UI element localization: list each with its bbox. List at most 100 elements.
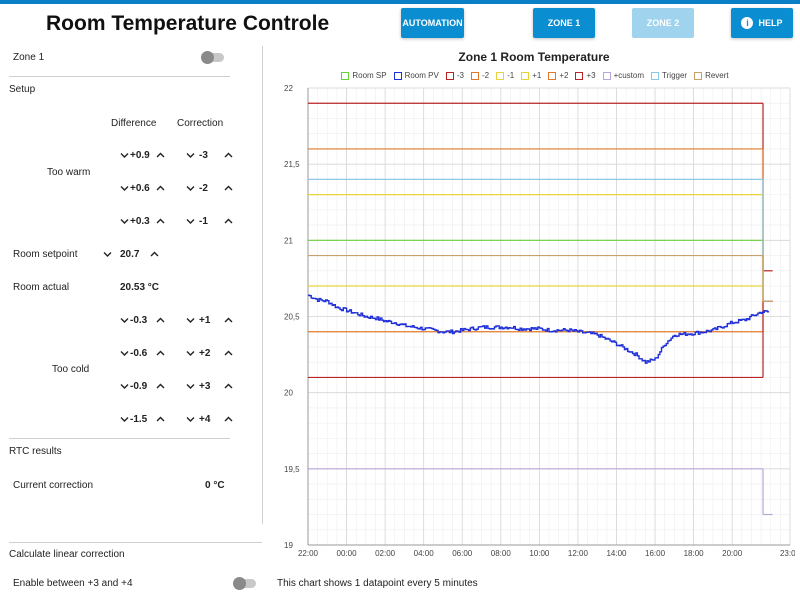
legend-label: -3: [456, 71, 464, 80]
divider: [9, 76, 230, 77]
chart-title: Zone 1 Room Temperature: [458, 50, 610, 64]
legend-label: Room PV: [404, 71, 439, 80]
correction-increase-button[interactable]: [221, 379, 235, 393]
correction-increase-button[interactable]: [221, 148, 235, 162]
correction-decrease-button[interactable]: [183, 181, 197, 195]
legend-label: Room SP: [352, 71, 387, 80]
legend-swatch: [548, 71, 557, 80]
x-tick-label: 18:00: [684, 549, 705, 558]
difference-decrease-button[interactable]: [117, 346, 131, 360]
legend-label: +1: [532, 71, 542, 80]
difference-decrease-button[interactable]: [117, 181, 131, 195]
difference-increase-button[interactable]: [153, 346, 167, 360]
x-tick-label: 12:00: [568, 549, 589, 558]
room-pv-line: [308, 294, 770, 364]
correction-increase-button[interactable]: [221, 214, 235, 228]
difference-value: -1.5: [130, 414, 148, 425]
legend-item[interactable]: Room SP: [341, 71, 387, 80]
correction-decrease-button[interactable]: [183, 148, 197, 162]
difference-increase-button[interactable]: [153, 148, 167, 162]
divider: [9, 542, 262, 543]
x-tick-label: 00:00: [337, 549, 358, 558]
difference-decrease-button[interactable]: [117, 313, 131, 327]
legend-swatch: [575, 71, 584, 80]
zone-label: Zone 1: [13, 52, 45, 63]
difference-increase-button[interactable]: [153, 181, 167, 195]
correction-header: Correction: [177, 118, 224, 129]
difference-decrease-button[interactable]: [117, 412, 131, 426]
enable-linear-toggle-knob: [233, 577, 246, 590]
correction-increase-button[interactable]: [221, 346, 235, 360]
difference-decrease-button[interactable]: [117, 148, 131, 162]
setpoint-decrease-button[interactable]: [100, 247, 114, 261]
legend-item[interactable]: -3: [445, 71, 464, 80]
legend-item[interactable]: +1: [521, 71, 541, 80]
legend-swatch: [445, 71, 454, 80]
current-correction-value: 0 °C: [205, 480, 225, 491]
too-warm-label: Too warm: [47, 167, 91, 178]
y-tick-label: 20: [284, 389, 293, 398]
correction-increase-button[interactable]: [221, 412, 235, 426]
legend-swatch: [393, 71, 402, 80]
help-button[interactable]: i HELP: [731, 8, 793, 38]
difference-header: Difference: [111, 118, 157, 129]
legend-swatch: [694, 71, 703, 80]
correction-value: -2: [199, 183, 208, 194]
legend-swatch: [651, 71, 660, 80]
legend-swatch: [470, 71, 479, 80]
enable-linear-toggle[interactable]: [233, 577, 256, 590]
legend-swatch: [496, 71, 505, 80]
y-tick-label: 22: [284, 84, 293, 93]
difference-increase-button[interactable]: [153, 214, 167, 228]
correction-increase-button[interactable]: [221, 181, 235, 195]
enable-linear-label: Enable between +3 and +4: [13, 578, 133, 589]
legend-label: Trigger: [662, 71, 688, 80]
legend-label: -1: [507, 71, 515, 80]
legend-item[interactable]: +3: [575, 71, 596, 80]
zone2-button[interactable]: ZONE 2: [632, 8, 694, 38]
difference-decrease-button[interactable]: [117, 379, 131, 393]
chart-footnote: This chart shows 1 datapoint every 5 min…: [277, 578, 478, 589]
help-button-label: HELP: [758, 18, 783, 28]
y-tick-label: 19: [284, 541, 293, 550]
setpoint-increase-button[interactable]: [147, 247, 161, 261]
legend-item[interactable]: Room PV: [393, 71, 439, 80]
legend-item[interactable]: Trigger: [651, 71, 687, 80]
linear-correction-label: Calculate linear correction: [9, 549, 125, 560]
zone-toggle[interactable]: [201, 51, 224, 64]
correction-decrease-button[interactable]: [183, 214, 197, 228]
difference-increase-button[interactable]: [153, 412, 167, 426]
divider: [9, 438, 230, 439]
y-tick-label: 19,5: [284, 465, 300, 474]
legend-item[interactable]: -2: [470, 71, 489, 80]
setpoint-value: 20.7: [120, 249, 140, 260]
difference-value: -0.6: [130, 348, 148, 359]
automation-button[interactable]: AUTOMATION: [401, 8, 464, 38]
temperature-chart: 22 21,5 21 20,5 20 19,5 19 22:00 00:00 02:00 04:00…: [284, 84, 795, 558]
legend-swatch: [521, 71, 530, 80]
legend-item[interactable]: Revert: [694, 71, 729, 80]
difference-value: -0.9: [130, 381, 148, 392]
correction-value: +2: [199, 348, 211, 359]
correction-decrease-button[interactable]: [183, 412, 197, 426]
legend-item[interactable]: +2: [548, 71, 568, 80]
difference-increase-button[interactable]: [153, 313, 167, 327]
zone1-button[interactable]: ZONE 1: [533, 8, 595, 38]
x-tick-label: 22:00: [298, 549, 319, 558]
x-tick-label: 02:00: [375, 549, 396, 558]
correction-decrease-button[interactable]: [183, 379, 197, 393]
correction-value: -1: [199, 216, 208, 227]
x-tick-label: 14:00: [606, 549, 627, 558]
correction-decrease-button[interactable]: [183, 346, 197, 360]
legend-item[interactable]: +custom: [602, 71, 644, 80]
legend-item[interactable]: -1: [496, 71, 514, 80]
correction-decrease-button[interactable]: [183, 313, 197, 327]
difference-decrease-button[interactable]: [117, 214, 131, 228]
difference-value: +0.3: [130, 216, 150, 227]
rtc-results-label: RTC results: [9, 446, 62, 457]
difference-increase-button[interactable]: [153, 379, 167, 393]
current-correction-label: Current correction: [13, 480, 94, 491]
x-tick-label: 10:00: [529, 549, 550, 558]
legend-label: +3: [586, 71, 596, 80]
correction-increase-button[interactable]: [221, 313, 235, 327]
